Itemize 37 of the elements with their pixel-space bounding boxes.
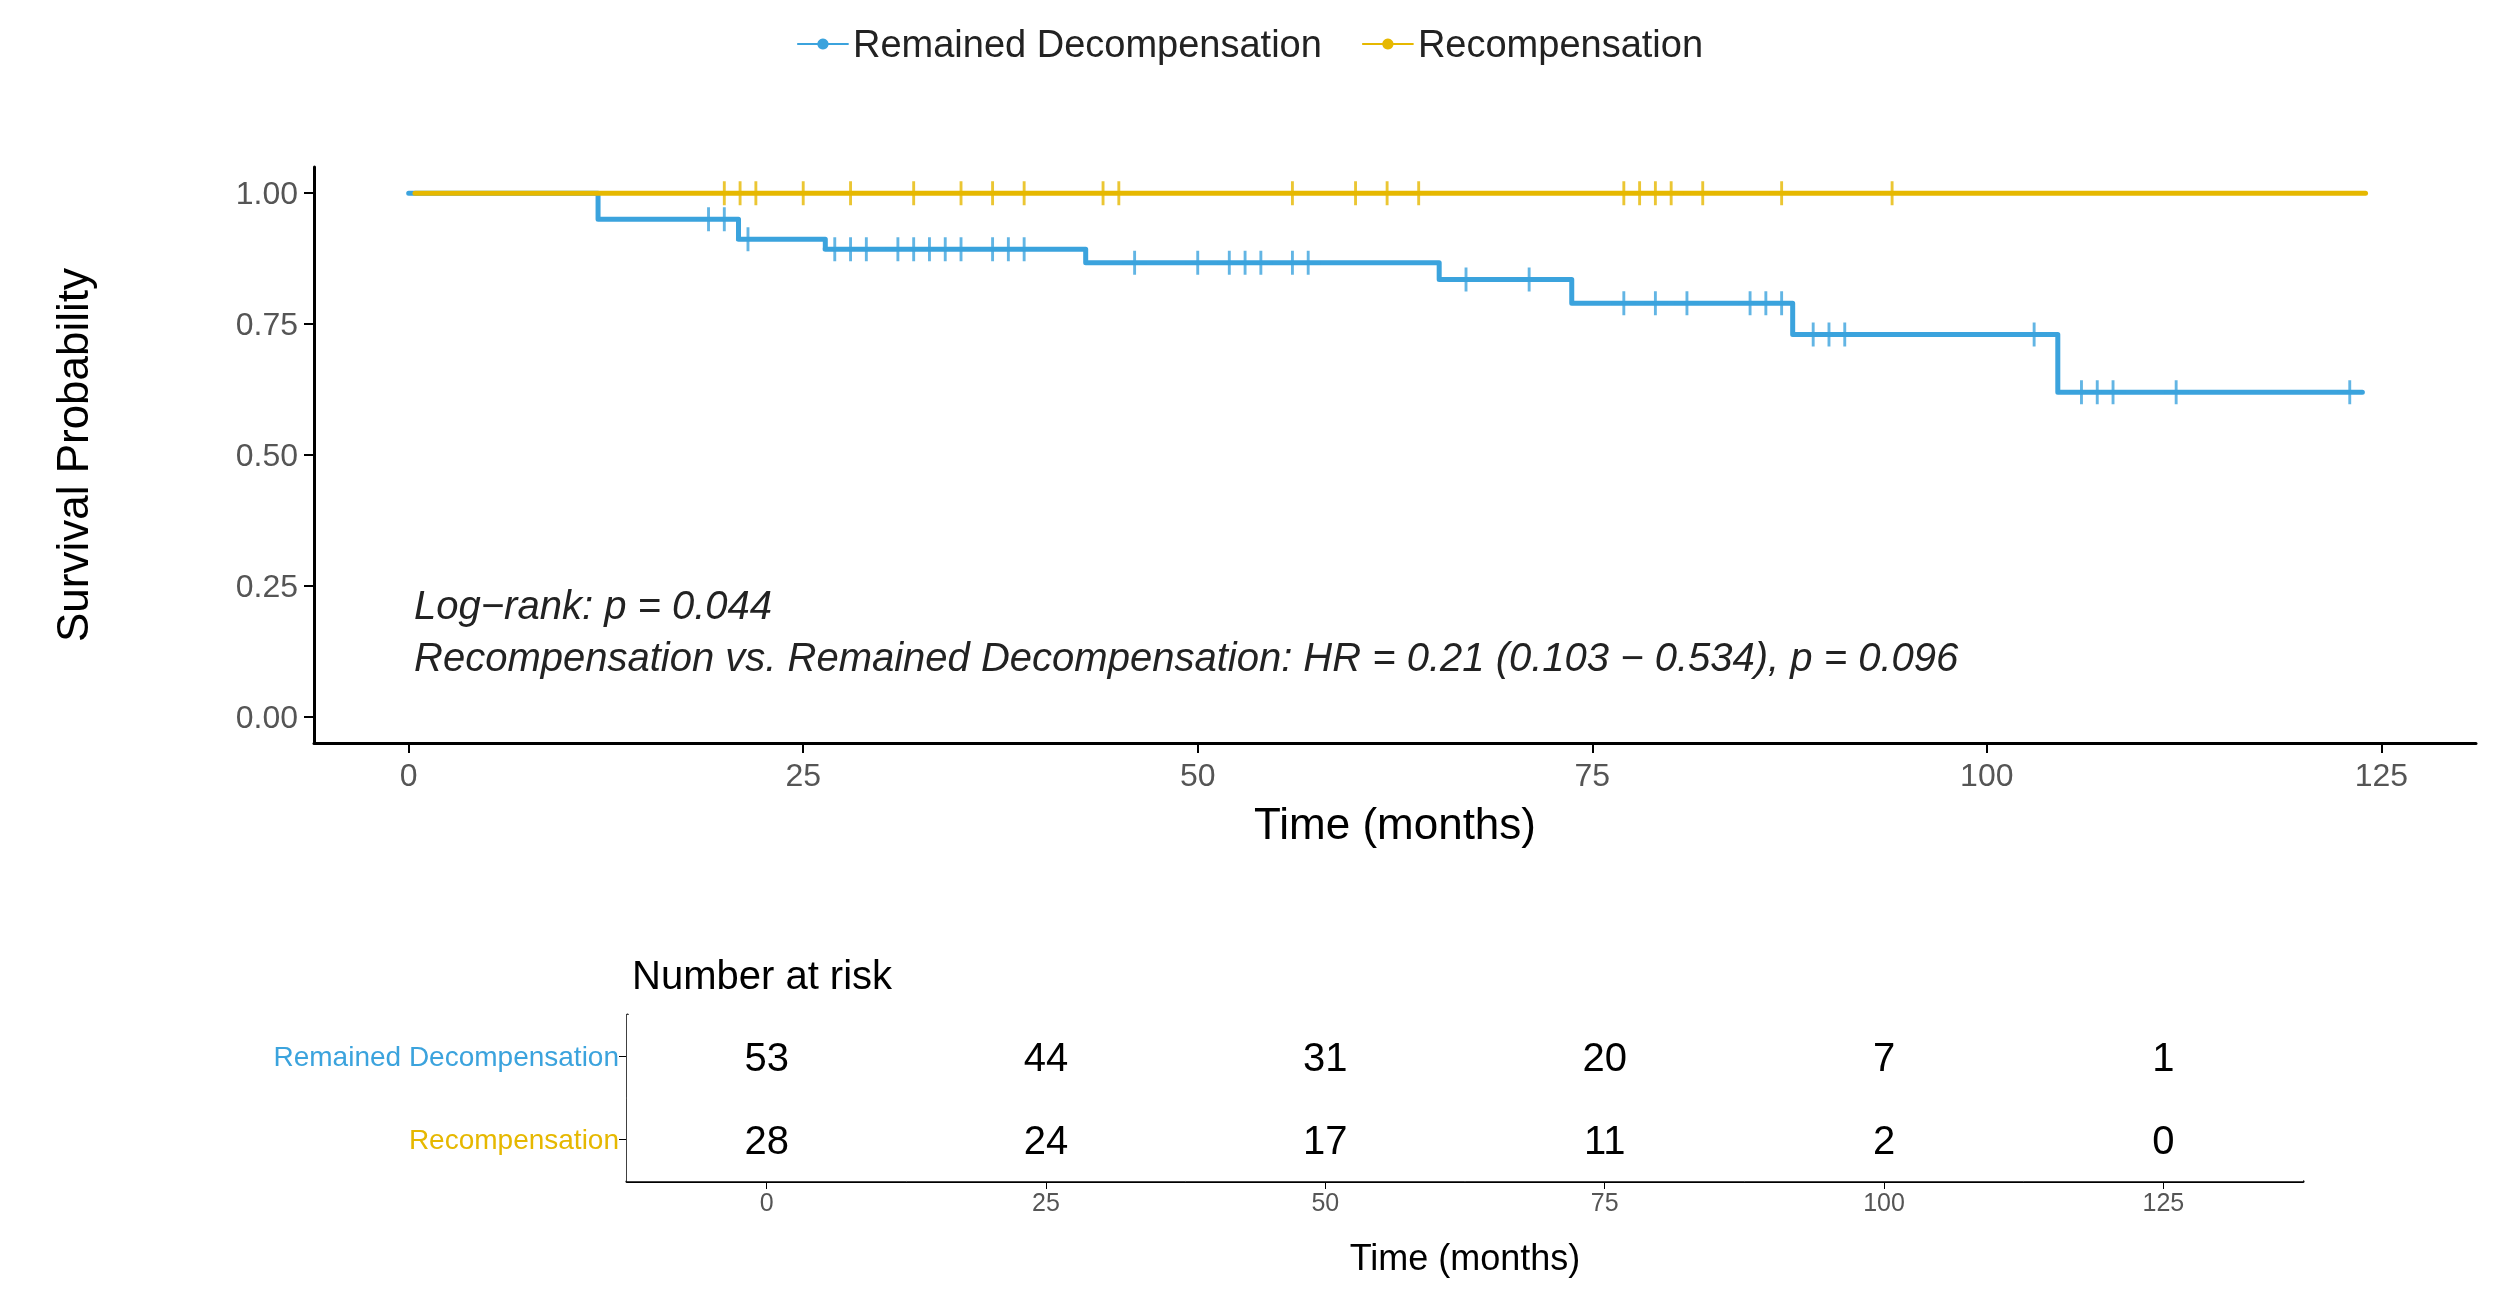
data-label: 44: [1023, 1034, 1069, 1079]
x-tick-label: 75: [1574, 757, 1611, 793]
x-axis-title: Time (months): [1349, 1236, 1581, 1278]
y-tick-label: 1.00: [235, 175, 298, 212]
x-tick-label: 100: [1960, 757, 2014, 793]
data-label: 31: [1303, 1034, 1348, 1079]
data-label: 1: [2152, 1034, 2175, 1079]
annotation: Recompensation vs. Remained Decompensation: HR = 0.21 (0.103 − 0.534), p = 0.096: [414, 635, 1960, 679]
chart-title: Number at risk: [632, 953, 894, 997]
x-tick-label: 25: [1032, 1187, 1060, 1216]
annotation: Log−rank: p = 0.044: [414, 583, 773, 627]
y-axis-title: Survival Probability: [47, 267, 97, 643]
x-tick-label: 125: [2354, 757, 2409, 793]
x-tick-label: 25: [785, 757, 822, 793]
data-label: 53: [744, 1034, 789, 1079]
data-label: 20: [1582, 1034, 1627, 1079]
y-tick-label: 0.25: [235, 567, 298, 604]
x-tick-label: 75: [1590, 1187, 1619, 1216]
x-axis-title: Time (months): [1254, 798, 1536, 848]
y-tick-label: 0.75: [235, 306, 298, 343]
x-tick-label: 0: [399, 757, 418, 793]
data-label: 28: [744, 1117, 789, 1162]
x-tick-label: 100: [1863, 1187, 1905, 1216]
x-tick-label: 50: [1311, 1187, 1340, 1216]
y-tick-label: 0.50: [235, 437, 298, 473]
legend-label: Recompensation: [1417, 23, 1704, 65]
data-label: 24: [1023, 1117, 1069, 1162]
data-label: 7: [1872, 1034, 1896, 1079]
x-tick-label: 50: [1179, 757, 1216, 793]
data-label: 0: [2152, 1117, 2175, 1162]
data-label: 17: [1303, 1117, 1348, 1162]
legend-label: Remained Decompensation: [852, 23, 1322, 65]
x-tick-label: 0: [759, 1187, 774, 1216]
data-label: 11: [1583, 1117, 1626, 1162]
x-tick-label: 125: [2142, 1187, 2185, 1216]
y-tick-label: 0.00: [235, 698, 298, 735]
data-label: 2: [1872, 1117, 1896, 1162]
